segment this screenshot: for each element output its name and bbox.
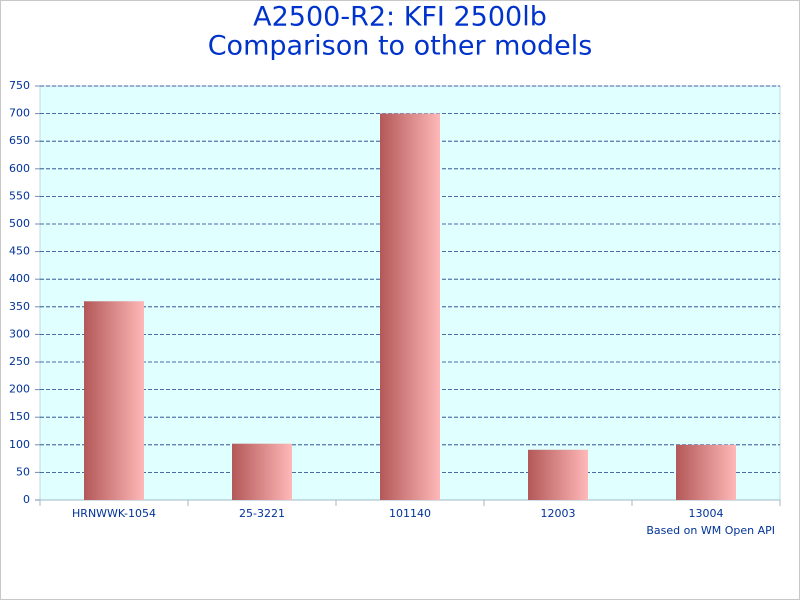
x-tick-label: 25-3221 [239, 507, 285, 520]
y-tick-label: 350 [9, 300, 30, 313]
x-tick-label: 13004 [689, 507, 724, 520]
chart-subtitle: Comparison to other models [208, 31, 593, 62]
y-tick-label: 150 [9, 410, 30, 423]
y-tick-label: 50 [16, 465, 30, 478]
y-tick-label: 650 [9, 134, 30, 147]
x-tick-label: HRNWWK-1054 [72, 507, 156, 520]
y-tick-label: 100 [9, 438, 30, 451]
y-tick-label: 550 [9, 189, 30, 202]
bar [232, 443, 292, 500]
annotation: Based on WM Open API [646, 524, 775, 537]
y-tick-label: 400 [9, 272, 30, 285]
bar [676, 444, 736, 500]
y-tick-label: 200 [9, 383, 30, 396]
y-tick-label: 300 [9, 327, 30, 340]
y-tick-label: 0 [23, 493, 30, 506]
bar [380, 113, 440, 500]
chart-title: A2500-R2: KFI 2500lb [253, 2, 547, 33]
y-tick-label: 750 [9, 79, 30, 92]
x-tick-label: 12003 [541, 507, 576, 520]
y-tick-label: 450 [9, 245, 30, 258]
bar [84, 301, 144, 500]
y-tick-label: 250 [9, 355, 30, 368]
bar [528, 449, 588, 500]
y-tick-label: 700 [9, 107, 30, 120]
y-tick-label: 500 [9, 217, 30, 230]
x-tick-label: 101140 [389, 507, 431, 520]
y-tick-label: 600 [9, 162, 30, 175]
